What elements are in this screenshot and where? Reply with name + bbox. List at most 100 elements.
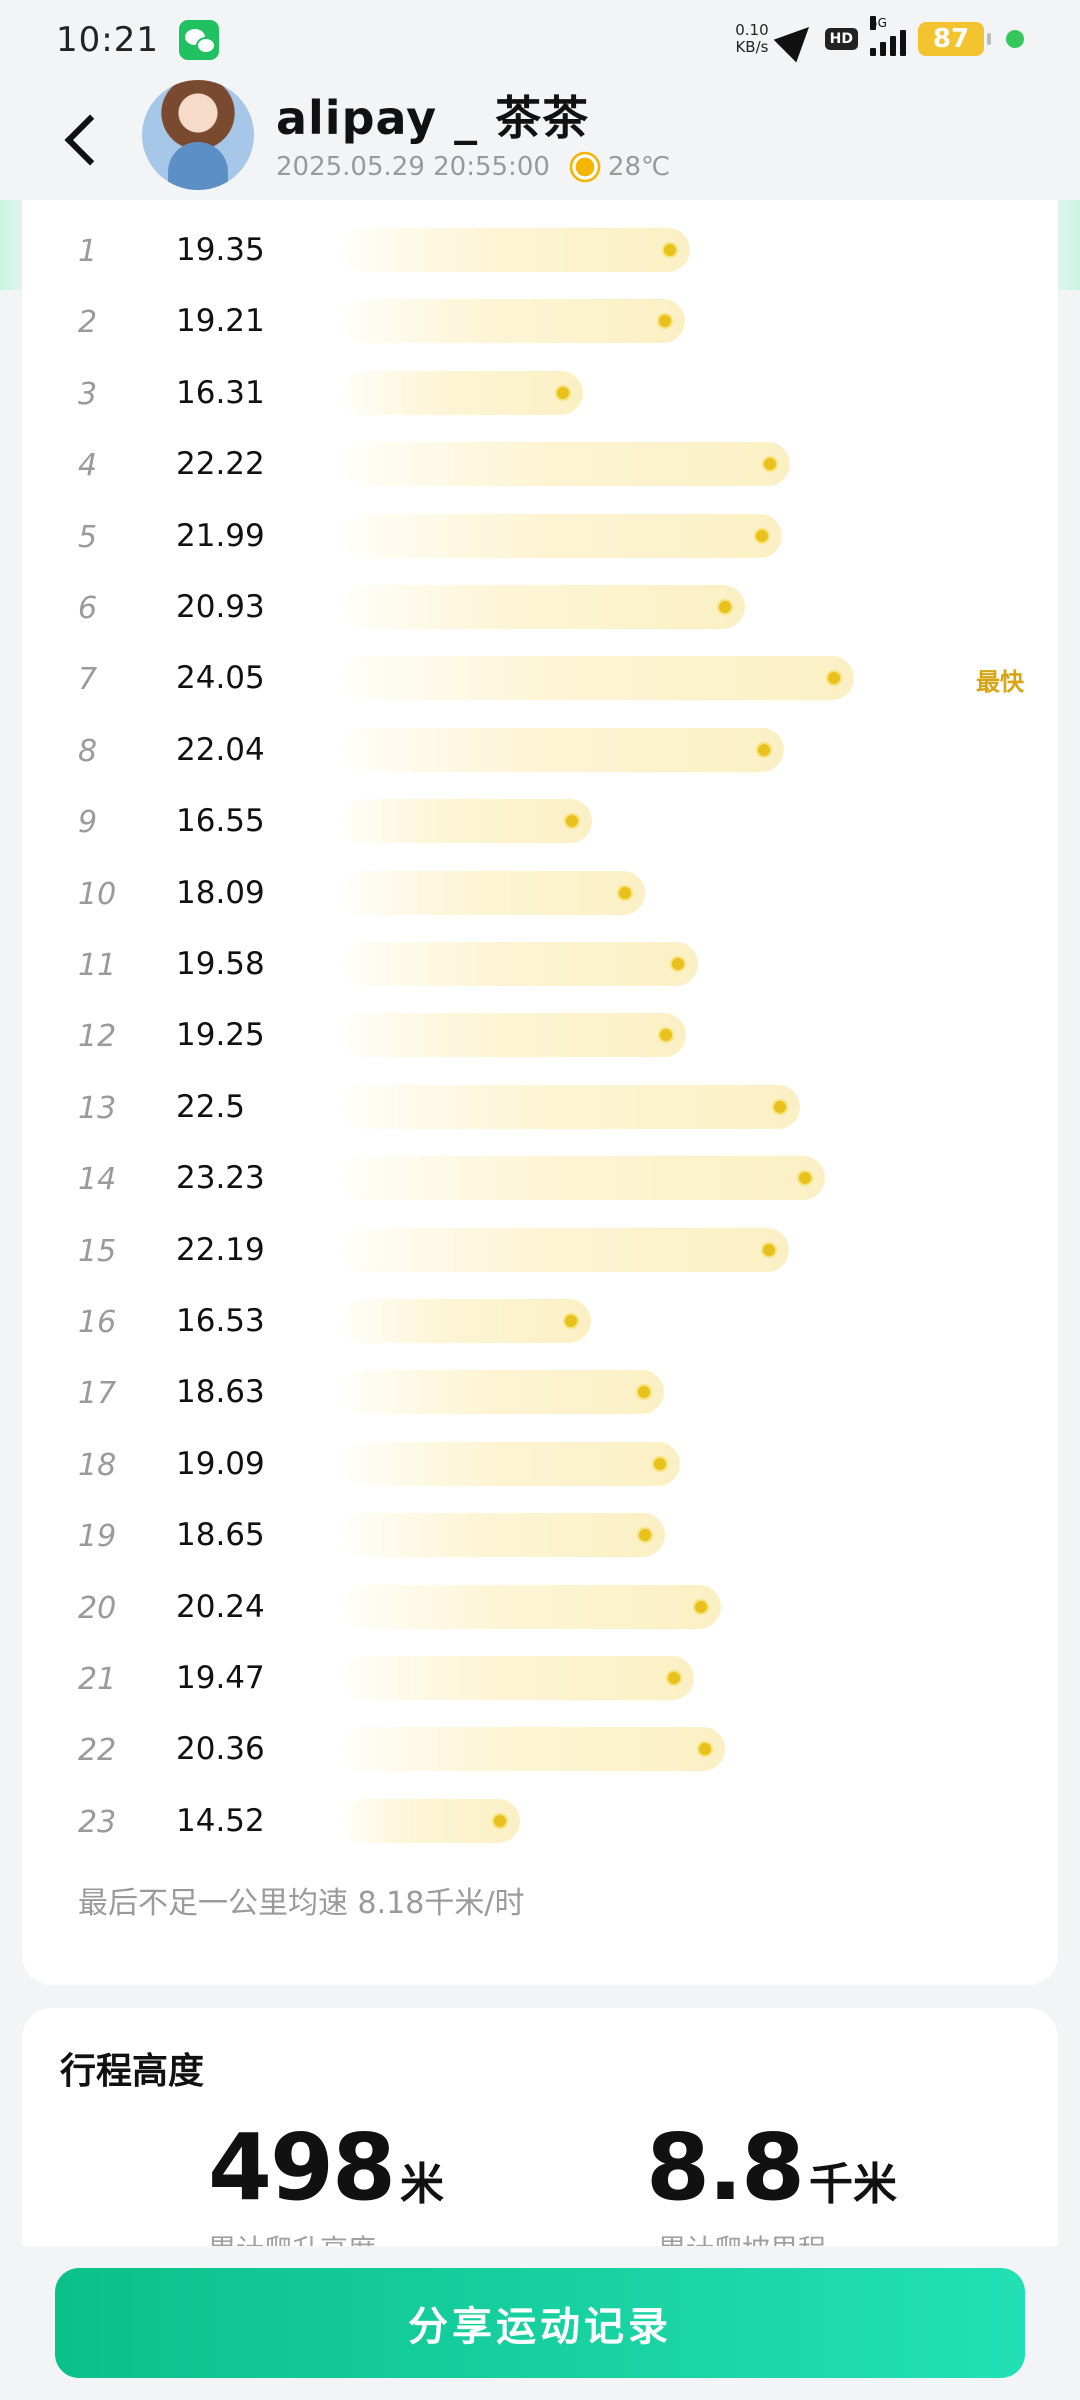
split-speed-bar [342, 1656, 694, 1700]
status-time: 10:21 [56, 20, 159, 60]
split-km: 18 [78, 1447, 117, 1483]
split-speed-dot [716, 599, 733, 615]
split-km: 10 [78, 876, 117, 912]
split-km: 8 [78, 733, 98, 769]
split-speed-bar [342, 585, 745, 629]
split-row: 23 14.52 [22, 1785, 1058, 1857]
split-speed: 21.99 [176, 517, 265, 554]
split-km: 9 [78, 805, 98, 841]
page-title: alipay _ 茶茶 [276, 91, 590, 145]
split-speed: 19.58 [176, 946, 265, 982]
split-speed-dot [661, 242, 678, 258]
split-km: 19 [78, 1519, 117, 1555]
split-km: 4 [78, 448, 98, 484]
share-record-button[interactable]: 分享运动记录 [55, 2268, 1025, 2378]
split-speed-dot [492, 1812, 509, 1829]
split-km: 23 [78, 1804, 117, 1840]
split-row: 20 20.24 [22, 1571, 1058, 1643]
split-speed: 19.21 [176, 303, 265, 340]
split-km: 7 [78, 662, 98, 698]
network-speed: 0.10 KB/s [735, 22, 768, 56]
split-km: 21 [78, 1662, 117, 1697]
split-km: 11 [78, 948, 117, 983]
split-row: 16 16.53 [22, 1285, 1058, 1357]
split-row: 17 18.63 [22, 1356, 1058, 1428]
activity-meta: 2025.05.29 20:55:00 28℃ [276, 152, 670, 182]
split-speed-dot [658, 1027, 675, 1044]
split-speed-dot [665, 1670, 682, 1686]
split-speed-dot [826, 670, 843, 687]
split-speed: 19.47 [176, 1660, 265, 1696]
split-km: 14 [78, 1162, 117, 1198]
split-speed-dot [771, 1098, 788, 1115]
split-speed: 20.36 [176, 1731, 265, 1768]
split-footnote: 最后不足一公里均速 8.18千米/时 [78, 1886, 525, 1921]
split-row: 11 19.58 [22, 928, 1058, 1000]
split-speed: 20.93 [176, 589, 265, 625]
status-icons: 0.10 KB/s HD 5G 87 [735, 15, 1024, 63]
split-speed-bar [342, 1013, 687, 1058]
split-speed-bar [342, 513, 783, 558]
split-speed: 22.5 [176, 1088, 246, 1125]
split-speed-dot [761, 1241, 778, 1258]
split-speed-bar [342, 1513, 666, 1558]
split-speed-bar [342, 1727, 725, 1772]
split-row: 18 19.09 [22, 1428, 1058, 1500]
split-speed-card: 最后不足一公里均速 8.18千米/时 1 19.35 2 19.21 3 16.31 4 22… [22, 200, 1058, 1985]
split-speed-bar [342, 299, 685, 344]
split-km: 1 [78, 234, 98, 269]
split-speed-bar [342, 656, 855, 701]
split-row: 12 19.25 [22, 999, 1058, 1071]
split-speed-dot [555, 384, 572, 401]
split-km: 6 [78, 591, 98, 626]
avatar-figure [168, 142, 228, 190]
split-speed-bar [342, 1370, 665, 1415]
location-arrow-icon [773, 15, 820, 63]
split-speed: 22.04 [176, 731, 265, 768]
split-speed-bar [342, 942, 698, 986]
split-speed-dot [652, 1455, 669, 1472]
split-speed: 16.53 [176, 1303, 265, 1339]
network-speed-unit: KB/s [735, 38, 769, 56]
avatar[interactable] [142, 80, 254, 190]
climb-height-unit: 米 [400, 2159, 445, 2210]
split-km: 13 [78, 1090, 117, 1126]
split-row: 1 19.35 [22, 214, 1058, 286]
split-km: 17 [78, 1376, 117, 1412]
signal-label: 5G [870, 16, 887, 30]
split-row: 13 22.5 [22, 1071, 1058, 1143]
climb-distance-unit: 千米 [808, 2159, 897, 2210]
split-speed-dot [755, 741, 772, 758]
split-speed: 19.09 [176, 1445, 265, 1482]
split-speed: 16.55 [176, 803, 265, 840]
climb-height-stat: 498 米 [208, 2114, 444, 2221]
split-speed: 22.22 [176, 446, 265, 483]
split-speed: 18.65 [176, 1517, 265, 1554]
split-km: 3 [78, 376, 98, 412]
split-speed-dot [669, 956, 686, 972]
split-speed-dot [636, 1384, 653, 1401]
split-speed-dot [692, 1598, 709, 1615]
split-km: 5 [78, 519, 98, 555]
split-km: 16 [78, 1305, 117, 1340]
split-km: 2 [78, 305, 98, 341]
battery-level: 87 [932, 24, 970, 54]
back-button[interactable] [52, 100, 116, 180]
split-speed-bar [342, 1156, 826, 1201]
fastest-badge: 最快 [976, 668, 1024, 697]
split-speed-dot [637, 1527, 654, 1544]
split-speed-bar [342, 1584, 721, 1629]
split-km: 15 [78, 1233, 117, 1269]
split-speed-bar [342, 1441, 681, 1486]
split-row: 7 24.05 最快 [22, 642, 1058, 714]
split-speed-dot [562, 1313, 579, 1329]
split-speed-dot [696, 1741, 713, 1758]
split-row: 19 18.65 [22, 1499, 1058, 1571]
split-speed-dot [563, 813, 580, 830]
climb-distance-value: 8.8 [646, 2114, 805, 2221]
split-speed-bar [342, 370, 584, 415]
split-row: 8 22.04 [22, 714, 1058, 786]
split-speed: 14.52 [176, 1802, 265, 1839]
split-speed: 19.35 [176, 232, 265, 268]
temperature: 28℃ [607, 152, 671, 182]
